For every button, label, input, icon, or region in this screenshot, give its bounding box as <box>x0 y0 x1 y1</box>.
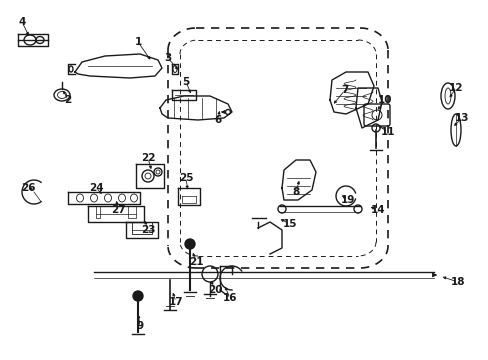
Ellipse shape <box>68 66 73 72</box>
Text: 4: 4 <box>18 17 26 27</box>
Text: 18: 18 <box>450 277 464 287</box>
Text: 2: 2 <box>64 95 71 105</box>
FancyBboxPatch shape <box>363 104 389 126</box>
Text: 9: 9 <box>136 321 143 331</box>
Text: 23: 23 <box>141 225 155 235</box>
Circle shape <box>184 239 195 249</box>
Text: 27: 27 <box>110 205 125 215</box>
Text: 11: 11 <box>380 127 394 137</box>
Text: 25: 25 <box>179 173 193 183</box>
Text: 3: 3 <box>164 53 171 63</box>
Text: 24: 24 <box>88 183 103 193</box>
Circle shape <box>133 291 142 301</box>
Text: 13: 13 <box>454 113 468 123</box>
Text: 6: 6 <box>214 115 221 125</box>
Text: 26: 26 <box>20 183 35 193</box>
Text: 20: 20 <box>207 285 222 295</box>
Text: 8: 8 <box>292 187 299 197</box>
Text: 5: 5 <box>182 77 189 87</box>
Text: 14: 14 <box>370 205 385 215</box>
Text: 19: 19 <box>340 195 354 205</box>
Text: 10: 10 <box>377 95 391 105</box>
Text: 12: 12 <box>448 83 462 93</box>
Text: 1: 1 <box>134 37 142 47</box>
Text: 21: 21 <box>188 257 203 267</box>
Text: 16: 16 <box>223 293 237 303</box>
Text: 7: 7 <box>341 85 348 95</box>
Text: 17: 17 <box>168 297 183 307</box>
Text: 15: 15 <box>282 219 297 229</box>
Text: 22: 22 <box>141 153 155 163</box>
